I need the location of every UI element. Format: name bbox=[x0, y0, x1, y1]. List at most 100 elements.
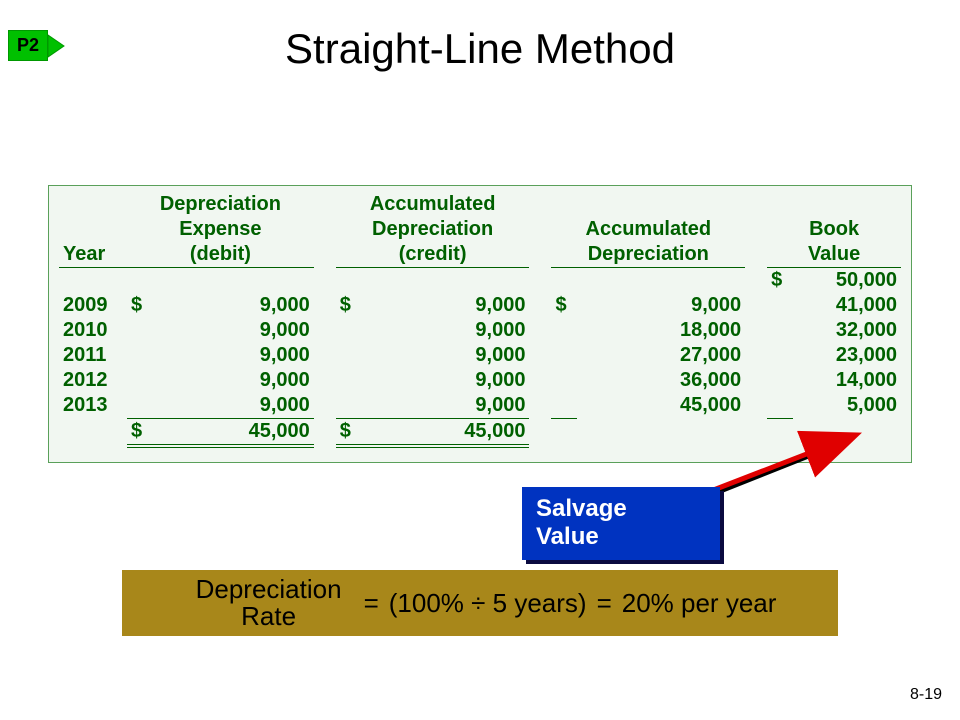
cell bbox=[529, 318, 551, 343]
cell bbox=[767, 318, 793, 343]
col-dep-exp-l2: Expense bbox=[127, 217, 314, 242]
rate-eq1: = bbox=[354, 588, 389, 619]
book-2010: 32,000 bbox=[793, 318, 901, 343]
cell bbox=[127, 393, 153, 419]
dep-2012: 9,000 bbox=[153, 368, 314, 393]
cell bbox=[336, 343, 362, 368]
dep-2011: 9,000 bbox=[153, 343, 314, 368]
col-acc-l2: Depreciation bbox=[551, 242, 745, 268]
book-2012: 14,000 bbox=[793, 368, 901, 393]
col-acc-l1: Accumulated bbox=[551, 217, 745, 242]
initial-book-value: 50,000 bbox=[793, 268, 901, 294]
year-2011: 2011 bbox=[59, 343, 127, 368]
cred-2010: 9,000 bbox=[362, 318, 530, 343]
rate-label: Depreciation Rate bbox=[184, 576, 354, 631]
rate-mid: (100% ÷ 5 years) bbox=[389, 588, 587, 619]
cell bbox=[314, 393, 336, 419]
depreciation-rate-box: Depreciation Rate = (100% ÷ 5 years) = 2… bbox=[122, 570, 838, 636]
cell bbox=[767, 393, 793, 419]
cred-2011: 9,000 bbox=[362, 343, 530, 368]
initial-book-dollar: $ bbox=[767, 268, 793, 294]
table-body: $50,0002009$9,000$9,000$9,00041,00020109… bbox=[59, 268, 901, 447]
cell bbox=[59, 419, 127, 447]
salvage-value-callout: Salvage Value bbox=[522, 487, 720, 560]
acc-2011: 27,000 bbox=[577, 343, 745, 368]
cell: $ bbox=[336, 419, 362, 447]
depreciation-table-container: Depreciation Accumulated Expense Depreci… bbox=[48, 185, 912, 463]
salvage-line2: Value bbox=[536, 523, 706, 551]
cell bbox=[336, 368, 362, 393]
acc-2013: 45,000 bbox=[577, 393, 745, 419]
cred-2009: 9,000 bbox=[362, 293, 530, 318]
dep-2009: 9,000 bbox=[153, 293, 314, 318]
cell bbox=[529, 293, 551, 318]
col-book-l2: Value bbox=[767, 242, 901, 268]
cell: $ bbox=[127, 293, 153, 318]
cell bbox=[577, 268, 745, 294]
cell bbox=[745, 419, 767, 447]
cell bbox=[551, 419, 577, 447]
dep-2010: 9,000 bbox=[153, 318, 314, 343]
cell bbox=[767, 343, 793, 368]
year-2013: 2013 bbox=[59, 393, 127, 419]
cell bbox=[767, 419, 793, 447]
rate-rhs: 20% per year bbox=[622, 588, 777, 619]
col-dep-exp-l1: Depreciation bbox=[127, 192, 314, 217]
salvage-line1: Salvage bbox=[536, 495, 706, 523]
col-acc-cr-l3: (credit) bbox=[336, 242, 530, 268]
cell bbox=[767, 368, 793, 393]
cell bbox=[59, 268, 127, 294]
cell bbox=[793, 419, 901, 447]
col-acc-cr-l1: Accumulated bbox=[336, 192, 530, 217]
cell bbox=[745, 343, 767, 368]
cell bbox=[127, 318, 153, 343]
cell bbox=[551, 318, 577, 343]
cell bbox=[314, 293, 336, 318]
book-2009: 41,000 bbox=[793, 293, 901, 318]
slide-title: Straight-Line Method bbox=[0, 25, 960, 73]
total-dep: 45,000 bbox=[153, 419, 314, 447]
cell bbox=[529, 393, 551, 419]
cell bbox=[767, 293, 793, 318]
cell bbox=[745, 393, 767, 419]
acc-2010: 18,000 bbox=[577, 318, 745, 343]
total-cred: 45,000 bbox=[362, 419, 530, 447]
cell: $ bbox=[336, 293, 362, 318]
cell bbox=[745, 268, 767, 294]
rate-label-l2: Rate bbox=[196, 603, 342, 630]
cell: $ bbox=[127, 419, 153, 447]
cell bbox=[314, 419, 336, 447]
cell bbox=[529, 268, 551, 294]
cell bbox=[745, 368, 767, 393]
rate-eq2: = bbox=[587, 588, 622, 619]
col-acc-cr-l2: Depreciation bbox=[336, 217, 530, 242]
acc-2012: 36,000 bbox=[577, 368, 745, 393]
col-dep-exp-l3: (debit) bbox=[127, 242, 314, 268]
cell bbox=[745, 318, 767, 343]
cell bbox=[745, 293, 767, 318]
book-2013: 5,000 bbox=[793, 393, 901, 419]
rate-label-l1: Depreciation bbox=[196, 576, 342, 603]
cell bbox=[314, 268, 336, 294]
cell bbox=[362, 268, 530, 294]
cell bbox=[336, 268, 362, 294]
book-2011: 23,000 bbox=[793, 343, 901, 368]
cell bbox=[529, 343, 551, 368]
cell bbox=[314, 368, 336, 393]
cell bbox=[336, 318, 362, 343]
cell: $ bbox=[551, 293, 577, 318]
cell bbox=[127, 268, 153, 294]
cell bbox=[551, 393, 577, 419]
year-2012: 2012 bbox=[59, 368, 127, 393]
cell bbox=[577, 419, 745, 447]
cell bbox=[336, 393, 362, 419]
table-header: Depreciation Accumulated Expense Depreci… bbox=[59, 192, 901, 268]
depreciation-table: Depreciation Accumulated Expense Depreci… bbox=[59, 192, 901, 448]
cell bbox=[529, 368, 551, 393]
cell bbox=[314, 318, 336, 343]
cell bbox=[314, 343, 336, 368]
col-year: Year bbox=[59, 242, 127, 268]
dep-2013: 9,000 bbox=[153, 393, 314, 419]
cell bbox=[153, 268, 314, 294]
cred-2013: 9,000 bbox=[362, 393, 530, 419]
